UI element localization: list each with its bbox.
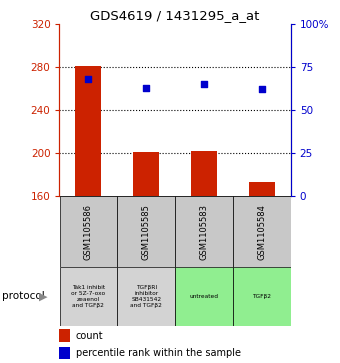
Bar <box>175 267 233 326</box>
Text: GSM1105583: GSM1105583 <box>200 204 208 260</box>
Title: GDS4619 / 1431295_a_at: GDS4619 / 1431295_a_at <box>90 9 260 23</box>
Bar <box>75 66 101 363</box>
Bar <box>233 267 291 326</box>
Point <box>201 81 207 87</box>
Bar <box>117 267 175 326</box>
Point <box>259 86 265 92</box>
Text: TGFβRI
inhibitor
SB431542
and TGFβ2: TGFβRI inhibitor SB431542 and TGFβ2 <box>130 285 162 307</box>
Text: count: count <box>76 331 103 341</box>
Bar <box>59 267 117 326</box>
Bar <box>191 151 217 363</box>
Bar <box>249 182 275 363</box>
Bar <box>59 196 117 267</box>
Bar <box>175 196 233 267</box>
Text: TGFβ2: TGFβ2 <box>252 294 271 299</box>
Bar <box>59 347 70 359</box>
Point <box>86 76 91 82</box>
Bar <box>59 329 70 342</box>
Text: Tak1 inhibit
or 5Z-7-oxo
zeaenol
and TGFβ2: Tak1 inhibit or 5Z-7-oxo zeaenol and TGF… <box>71 285 105 307</box>
Text: untreated: untreated <box>189 294 219 299</box>
Text: ▶: ▶ <box>39 291 48 301</box>
Text: GSM1105584: GSM1105584 <box>257 204 266 260</box>
Point <box>143 85 149 90</box>
Text: percentile rank within the sample: percentile rank within the sample <box>76 348 241 358</box>
Text: GSM1105585: GSM1105585 <box>142 204 151 260</box>
Bar <box>133 152 159 363</box>
Text: GSM1105586: GSM1105586 <box>84 204 93 260</box>
Text: protocol: protocol <box>2 291 45 301</box>
Bar <box>117 196 175 267</box>
Bar <box>233 196 291 267</box>
